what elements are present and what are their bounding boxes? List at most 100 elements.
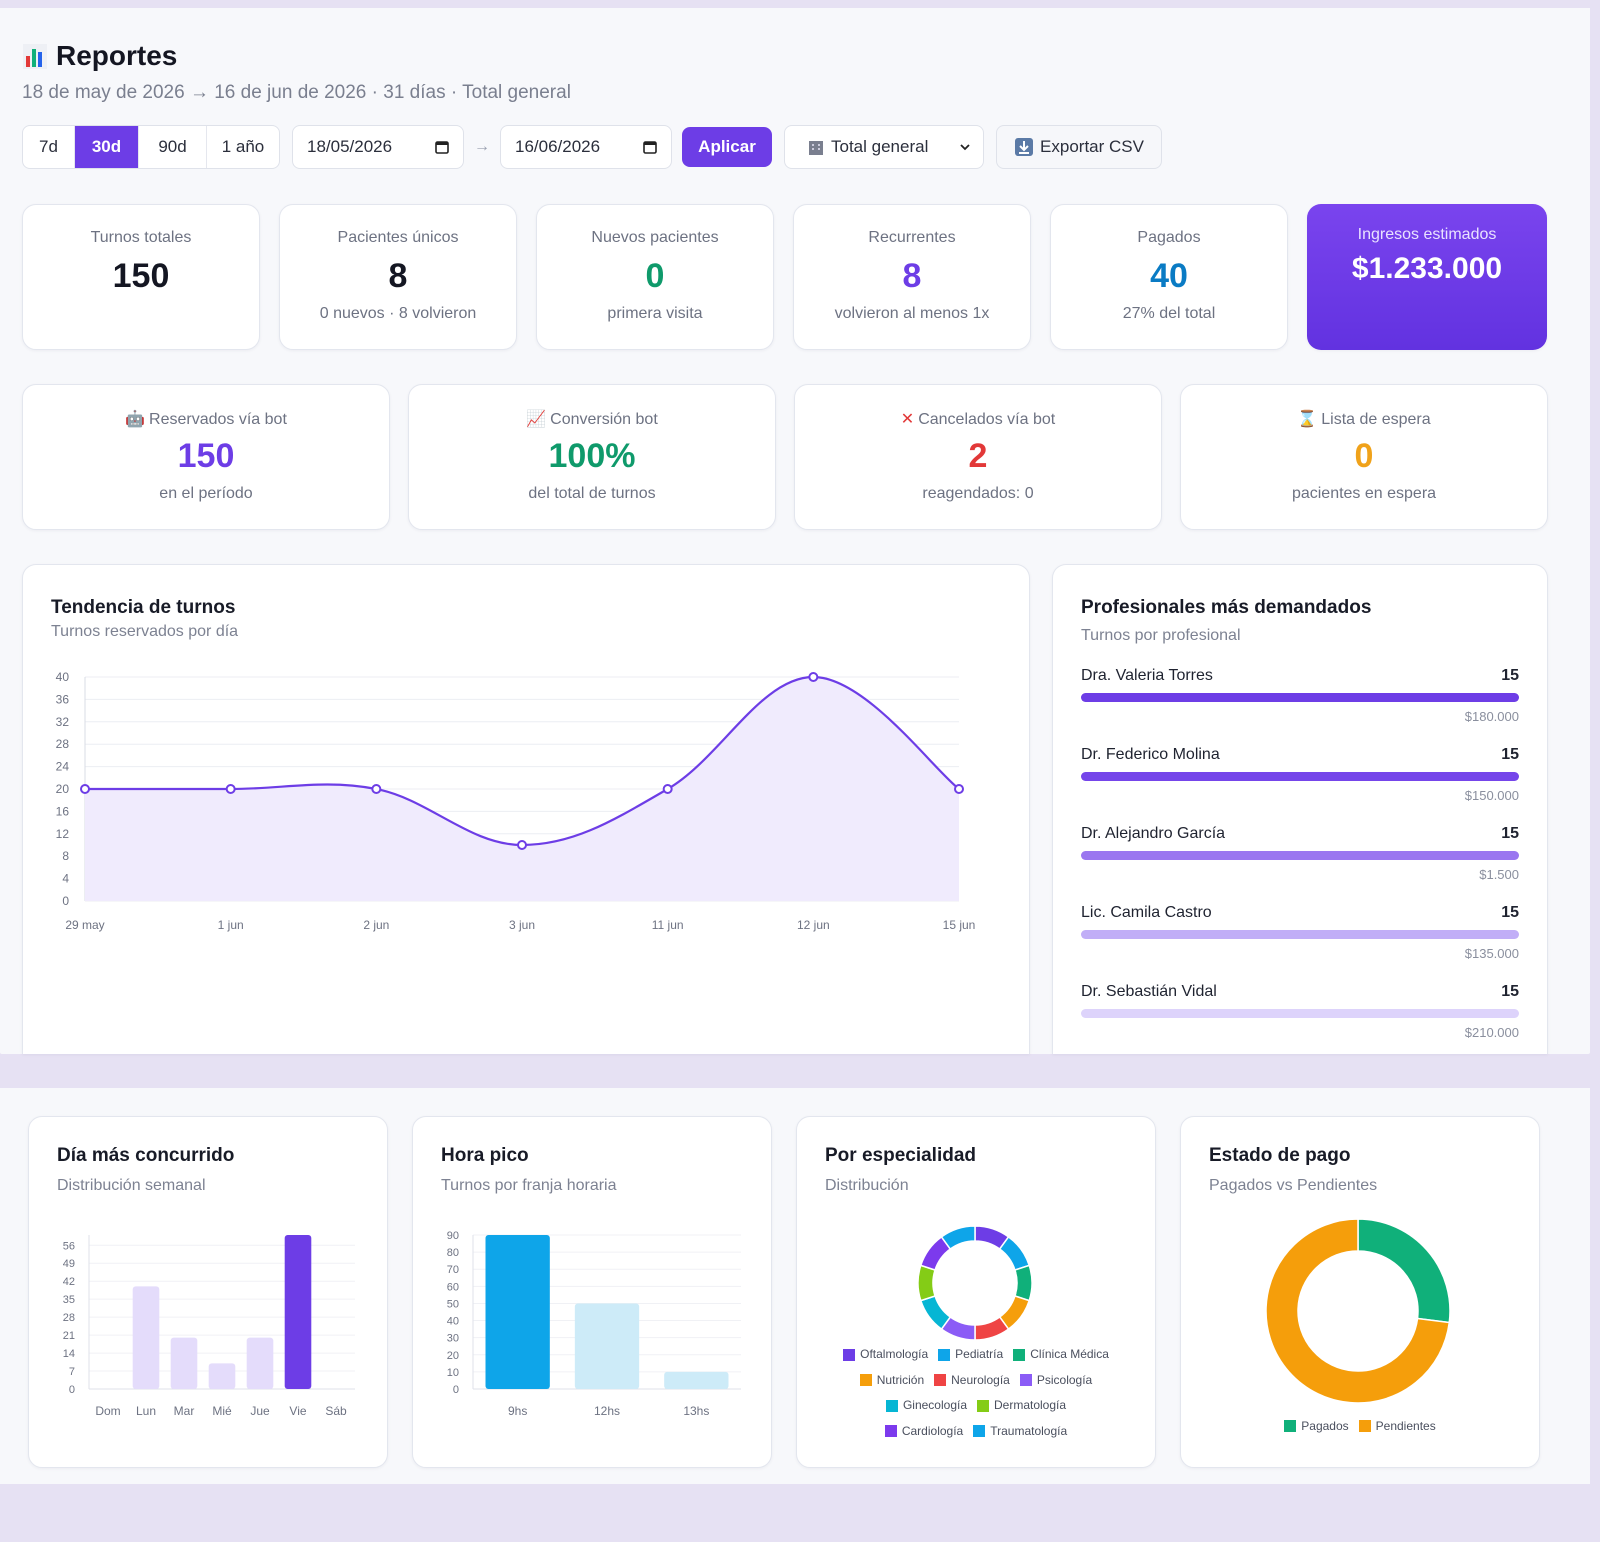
card-title: Hora pico	[441, 1145, 529, 1166]
hourglass-icon: ⌛	[1297, 411, 1318, 428]
y-tick-label: 49	[63, 1258, 75, 1270]
legend-label: Dermatología	[994, 1398, 1067, 1412]
range-7d-button[interactable]: 7d	[23, 126, 75, 168]
filter-toolbar: 7d 30d 90d 1 año 18/05/2026 → 16/06/2026…	[22, 125, 1162, 169]
legend-label: Pediatría	[955, 1347, 1004, 1361]
stat-card-waitlist: ⌛ Lista de espera 0 pacientes en espera	[1180, 384, 1548, 530]
professional-bar	[1081, 693, 1519, 702]
range-1y-button[interactable]: 1 año	[221, 137, 265, 156]
stat-sub: 27% del total	[1122, 305, 1216, 322]
y-tick-label: 35	[63, 1294, 75, 1306]
card-subtitle: Distribución semanal	[57, 1177, 206, 1194]
legend-item[interactable]: Pendientes	[1358, 1419, 1436, 1433]
stat-label: Reservados vía bot	[149, 411, 287, 428]
y-tick-label: 28	[63, 1312, 75, 1324]
y-tick-label: 24	[56, 760, 70, 774]
card-subtitle: Turnos por profesional	[1081, 627, 1241, 644]
export-csv-button[interactable]: Exportar CSV	[996, 125, 1162, 169]
professional-bar	[1081, 772, 1519, 781]
y-tick-label: 30	[447, 1333, 459, 1345]
x-tick-label: 1 jun	[218, 918, 244, 932]
professional-name: Dr. Sebastián Vidal	[1081, 983, 1217, 1000]
legend-item[interactable]: Cardiología	[884, 1420, 964, 1443]
stat-sub: pacientes en espera	[1291, 485, 1437, 502]
legend-label: Neurología	[951, 1372, 1010, 1387]
professional-name: Dr. Alejandro García	[1081, 825, 1226, 842]
date-from-input[interactable]: 18/05/2026	[292, 125, 464, 169]
date-range-summary: 18 de may de 2026 → 16 de jun de 2026 · …	[22, 82, 571, 103]
range-90d-button[interactable]: 90d	[139, 126, 207, 168]
x-tick-label: Mié	[212, 1404, 232, 1418]
legend-label: Oftalmología	[860, 1347, 929, 1361]
stat-card-bot-conversion: 📈 Conversión bot 100% del total de turnos	[408, 384, 776, 530]
legend-item[interactable]: Pagados	[1284, 1419, 1349, 1433]
donut-slice	[1265, 1218, 1451, 1404]
apply-button[interactable]: Aplicar	[682, 127, 772, 167]
y-tick-label: 28	[56, 737, 70, 751]
professional-amount: $210.000	[1464, 1025, 1519, 1040]
stat-label: Recurrentes	[868, 229, 956, 246]
stat-card-total-appointments: Turnos totales 150	[22, 204, 260, 350]
legend-item[interactable]: Clínica Médica	[1013, 1343, 1109, 1366]
card-title: Por especialidad	[825, 1145, 977, 1166]
stat-label: Conversión bot	[550, 411, 658, 428]
stat-label: Pacientes únicos	[337, 229, 459, 246]
legend-swatch	[1284, 1420, 1297, 1432]
y-tick-label: 60	[447, 1281, 459, 1293]
professional-amount: $135.000	[1464, 946, 1519, 961]
professional-name: Lic. Camila Castro	[1081, 904, 1212, 921]
legend-item[interactable]: Psicología	[1019, 1369, 1092, 1392]
card-subtitle: Turnos reservados por día	[51, 623, 239, 640]
stat-value: 150	[112, 257, 170, 295]
professional-bar	[1081, 1009, 1519, 1018]
payment-donut-chart	[1265, 1218, 1451, 1404]
card-subtitle: Pagados vs Pendientes	[1209, 1177, 1378, 1194]
stat-value: 0	[1354, 437, 1374, 475]
y-tick-label: 7	[69, 1366, 75, 1378]
professionals-card: Profesionales más demandados Turnos por …	[1052, 564, 1548, 1054]
professional-name: Dr. Federico Molina	[1081, 746, 1220, 763]
y-tick-label: 20	[447, 1350, 459, 1362]
legend-label: Clínica Médica	[1030, 1347, 1109, 1361]
date-from-value: 18/05/2026	[307, 137, 393, 156]
y-tick-label: 4	[62, 872, 69, 886]
legend-item[interactable]: Dermatología	[977, 1394, 1066, 1417]
trend-point	[808, 672, 819, 682]
x-tick-label: Mar	[174, 1404, 195, 1418]
bar	[284, 1235, 312, 1389]
legend-item[interactable]: Neurología	[934, 1369, 1010, 1392]
legend-item[interactable]: Oftalmología	[843, 1343, 928, 1366]
calendar-icon	[435, 141, 449, 154]
trend-point	[80, 784, 90, 794]
weekday-chart: 0 7 14 21 28 35 42 49 56 Dom Lun Mar Mié Jue Vie Sáb	[63, 1235, 355, 1418]
y-tick-label: 32	[56, 715, 70, 729]
card-subtitle: Distribución	[825, 1177, 909, 1194]
card-title: Tendencia de turnos	[51, 597, 236, 618]
y-tick-label: 0	[69, 1384, 75, 1396]
donut-slice	[917, 1264, 937, 1302]
specialty-donut-chart	[917, 1225, 1033, 1341]
range-30d-button[interactable]: 30d	[75, 126, 139, 168]
chevron-down-icon	[960, 144, 970, 151]
bar	[664, 1371, 729, 1389]
professional-name: Dra. Valeria Torres	[1081, 667, 1213, 684]
x-tick-label: 11 jun	[652, 918, 684, 932]
legend-label: Cardiología	[901, 1423, 964, 1438]
professional-count: 15	[1501, 746, 1519, 763]
legend-item[interactable]: Nutrición	[859, 1369, 924, 1392]
bar	[208, 1363, 236, 1389]
stat-card-new-patients: Nuevos pacientes 0 primera visita	[536, 204, 774, 350]
date-to-input[interactable]: 16/06/2026	[500, 125, 672, 169]
x-tick-label: Lun	[136, 1404, 156, 1418]
legend-item[interactable]: Pediatría	[938, 1343, 1003, 1366]
scope-select[interactable]: Total general	[784, 125, 984, 169]
x-tick-label: Vie	[289, 1404, 306, 1418]
legend-item[interactable]: Traumatología	[973, 1420, 1067, 1443]
bar-chart-icon	[23, 44, 47, 69]
stat-card-bot-booked: 🤖 Reservados vía bot 150 en el período	[22, 384, 390, 530]
professional-row: Dra. Valeria Torres 15 $180.000	[1081, 667, 1519, 727]
legend-item[interactable]: Ginecología	[885, 1394, 967, 1417]
legend-label: Pendientes	[1375, 1419, 1436, 1433]
stat-card-bot-cancelled: ✕ Cancelados vía bot 2 reagendados: 0	[794, 384, 1162, 530]
peak-hour-card: Hora pico Turnos por franja horaria 0 10 2…	[412, 1116, 772, 1468]
